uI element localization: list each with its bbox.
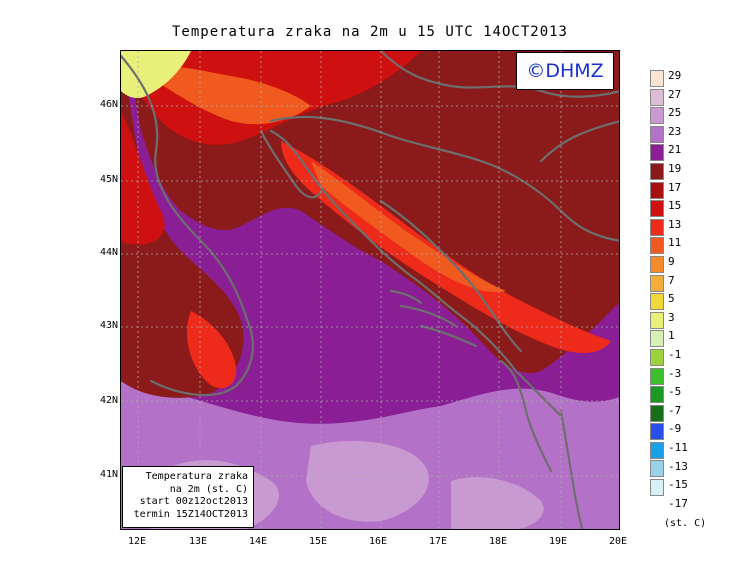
color-bar-label: -9 — [668, 422, 682, 436]
lat-label-42n: 42N — [99, 395, 118, 406]
color-swatch — [650, 479, 664, 497]
color-swatch — [650, 386, 664, 404]
color-bar-label: 9 — [668, 255, 675, 268]
color-bar-label: -3 — [668, 366, 682, 380]
color-swatch — [650, 88, 664, 106]
lon-label-18e: 18E — [488, 536, 508, 547]
color-swatch — [650, 423, 664, 441]
color-swatch — [650, 162, 664, 180]
color-bar-label: 7 — [668, 273, 675, 287]
lon-label-15e: 15E — [308, 536, 328, 547]
south-lilac-patch-2 — [306, 441, 429, 522]
color-bar-label: -17 — [668, 496, 688, 510]
color-swatch — [650, 200, 664, 218]
color-bar-label: -1 — [668, 348, 682, 361]
northern-border — [379, 51, 619, 98]
italy-land — [121, 51, 244, 398]
color-bar-label: 3 — [668, 310, 675, 324]
lat-label-45n: 45N — [99, 174, 118, 185]
montenegro-coast — [499, 359, 553, 473]
lon-label-14e: 14E — [248, 536, 268, 547]
color-swatch — [650, 181, 664, 199]
color-bar-label: 15 — [668, 199, 682, 213]
color-bar-unit: (st. C) — [664, 518, 707, 529]
info-line-start: start 00z12oct2013 — [139, 496, 248, 507]
color-swatch — [650, 144, 664, 162]
color-bar-label: -15 — [668, 478, 688, 492]
color-swatch — [650, 125, 664, 143]
dhmz-watermark: ©DHMZ — [516, 52, 614, 90]
color-swatch — [650, 274, 664, 292]
color-swatch — [650, 218, 664, 236]
color-bar-label: 17 — [668, 180, 682, 194]
italy-red — [121, 111, 165, 245]
color-swatch — [650, 441, 664, 459]
color-bar-label: 21 — [668, 143, 682, 157]
color-bar-label: 23 — [668, 124, 682, 138]
lat-label-41n: 41N — [99, 469, 118, 480]
lat-label-46n: 46N — [99, 99, 118, 110]
color-bar-label: 1 — [668, 329, 675, 343]
color-bar — [650, 70, 664, 498]
color-swatch — [650, 107, 664, 125]
color-bar-label: -11 — [668, 441, 688, 454]
map-canvas — [121, 51, 619, 529]
lon-label-12e: 12E — [127, 536, 147, 547]
color-bar-label: 19 — [668, 162, 682, 175]
graticule — [121, 51, 619, 529]
color-swatch — [650, 255, 664, 273]
color-bar-label: 5 — [668, 292, 675, 306]
bosnia-border — [379, 199, 523, 353]
alpine-cold-corner — [121, 51, 191, 99]
info-line-termin: termin 15Z14OCT2013 — [133, 508, 248, 520]
color-bar-label: 29 — [668, 69, 682, 82]
north-orange — [141, 66, 311, 125]
albania-coast — [559, 409, 584, 529]
color-swatch — [650, 330, 664, 348]
info-line-variable: Temperatura zraka — [145, 471, 248, 482]
italy-hot-spot — [186, 311, 237, 389]
dinaric-hot-band — [281, 141, 611, 353]
color-swatch — [650, 293, 664, 311]
south-lilac-patch-3 — [451, 477, 544, 529]
color-swatch — [650, 460, 664, 478]
color-bar-label: 25 — [668, 106, 682, 120]
info-box: Temperatura zraka na 2m (st. C) start 00… — [122, 466, 254, 528]
croatia-border — [269, 115, 619, 242]
istria-coastline — [259, 129, 323, 199]
italy-coastline — [121, 54, 254, 397]
adriatic-east-coastline — [269, 129, 563, 418]
color-bar-label: 27 — [668, 87, 682, 101]
lon-label-19e: 19E — [548, 536, 568, 547]
color-swatch — [650, 237, 664, 255]
color-swatch — [650, 311, 664, 329]
color-bar-label: 11 — [668, 236, 682, 250]
lat-label-44n: 44N — [99, 247, 118, 258]
lon-label-16e: 16E — [368, 536, 388, 547]
color-bar-label: -13 — [668, 459, 688, 473]
color-swatch — [650, 348, 664, 366]
island-brac — [389, 289, 423, 305]
map-title: Temperatura zraka na 2m u 15 UTC 14OCT20… — [171, 24, 568, 40]
color-bar-label: -7 — [668, 403, 682, 417]
color-swatch — [650, 367, 664, 385]
lon-label-13e: 13E — [188, 536, 208, 547]
color-swatch — [650, 404, 664, 422]
lat-label-43n: 43N — [99, 320, 118, 331]
east-border — [539, 120, 619, 163]
info-line-unit: na 2m (st. C) — [169, 483, 248, 495]
lon-label-20e: 20E — [608, 536, 628, 547]
temperature-map — [120, 50, 620, 530]
color-bar-label: 13 — [668, 217, 682, 231]
lon-label-17e: 17E — [428, 536, 448, 547]
island-hvar — [399, 304, 458, 328]
color-swatch — [650, 70, 664, 87]
color-bar-label: -5 — [668, 385, 682, 399]
